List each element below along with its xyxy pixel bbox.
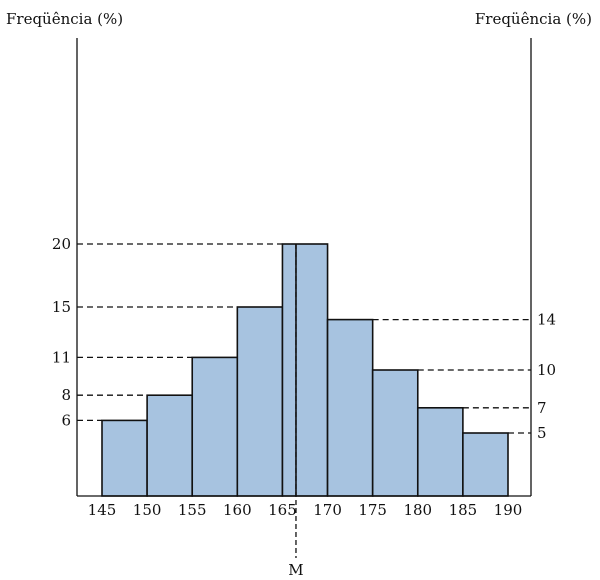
- x-tick-label-165: 165: [268, 501, 297, 519]
- left-tick-label-8: 8: [61, 386, 71, 404]
- x-tick-label-145: 145: [88, 501, 117, 519]
- right-tick-label-5: 5: [537, 424, 547, 442]
- x-tick-label-160: 160: [223, 501, 252, 519]
- right-tick-label-10: 10: [537, 361, 556, 379]
- x-tick-label-190: 190: [494, 501, 523, 519]
- x-tick-label-185: 185: [449, 501, 478, 519]
- histogram-bar-170-175: [326, 318, 374, 497]
- left-tick-label-20: 20: [52, 235, 71, 253]
- x-tick-label-155: 155: [178, 501, 207, 519]
- right-tick-label-14: 14: [537, 311, 556, 329]
- x-tick-labels: 145 150 155 160 165 170 175 180 185 190: [88, 501, 523, 519]
- histogram-bar-175-180: [371, 369, 419, 497]
- median-marker: M: [288, 244, 304, 579]
- left-tick-label-6: 6: [61, 411, 71, 429]
- left-tick-label-11: 11: [52, 348, 71, 366]
- histogram-bar-145-150: [101, 419, 148, 497]
- x-tick-label-170: 170: [313, 501, 342, 519]
- left-y-axis-title: Freqüência (%): [6, 10, 123, 28]
- x-tick-label-175: 175: [358, 501, 387, 519]
- histogram-bar-180-185: [416, 406, 464, 497]
- left-tick-label-15: 15: [52, 298, 71, 316]
- median-marker-label: M: [288, 561, 303, 579]
- right-tick-labels: 14 10 7 5: [537, 311, 556, 442]
- histogram-bar-150-155: [146, 394, 194, 497]
- x-tick-label-180: 180: [403, 501, 432, 519]
- left-tick-labels: 6 8 11 15 20: [52, 235, 71, 429]
- dashed-guide-lines: [77, 243, 531, 434]
- right-y-axis-title: Freqüência (%): [475, 10, 592, 28]
- histogram-bar-165-170: [281, 243, 329, 497]
- x-tick-label-150: 150: [133, 501, 162, 519]
- histogram-bars: [101, 243, 509, 497]
- histogram-bar-160-165: [236, 306, 284, 497]
- histogram-bar-155-160: [191, 356, 239, 497]
- right-tick-label-7: 7: [537, 399, 547, 417]
- histogram-bar-185-190: [462, 432, 509, 497]
- axes: [76, 38, 532, 497]
